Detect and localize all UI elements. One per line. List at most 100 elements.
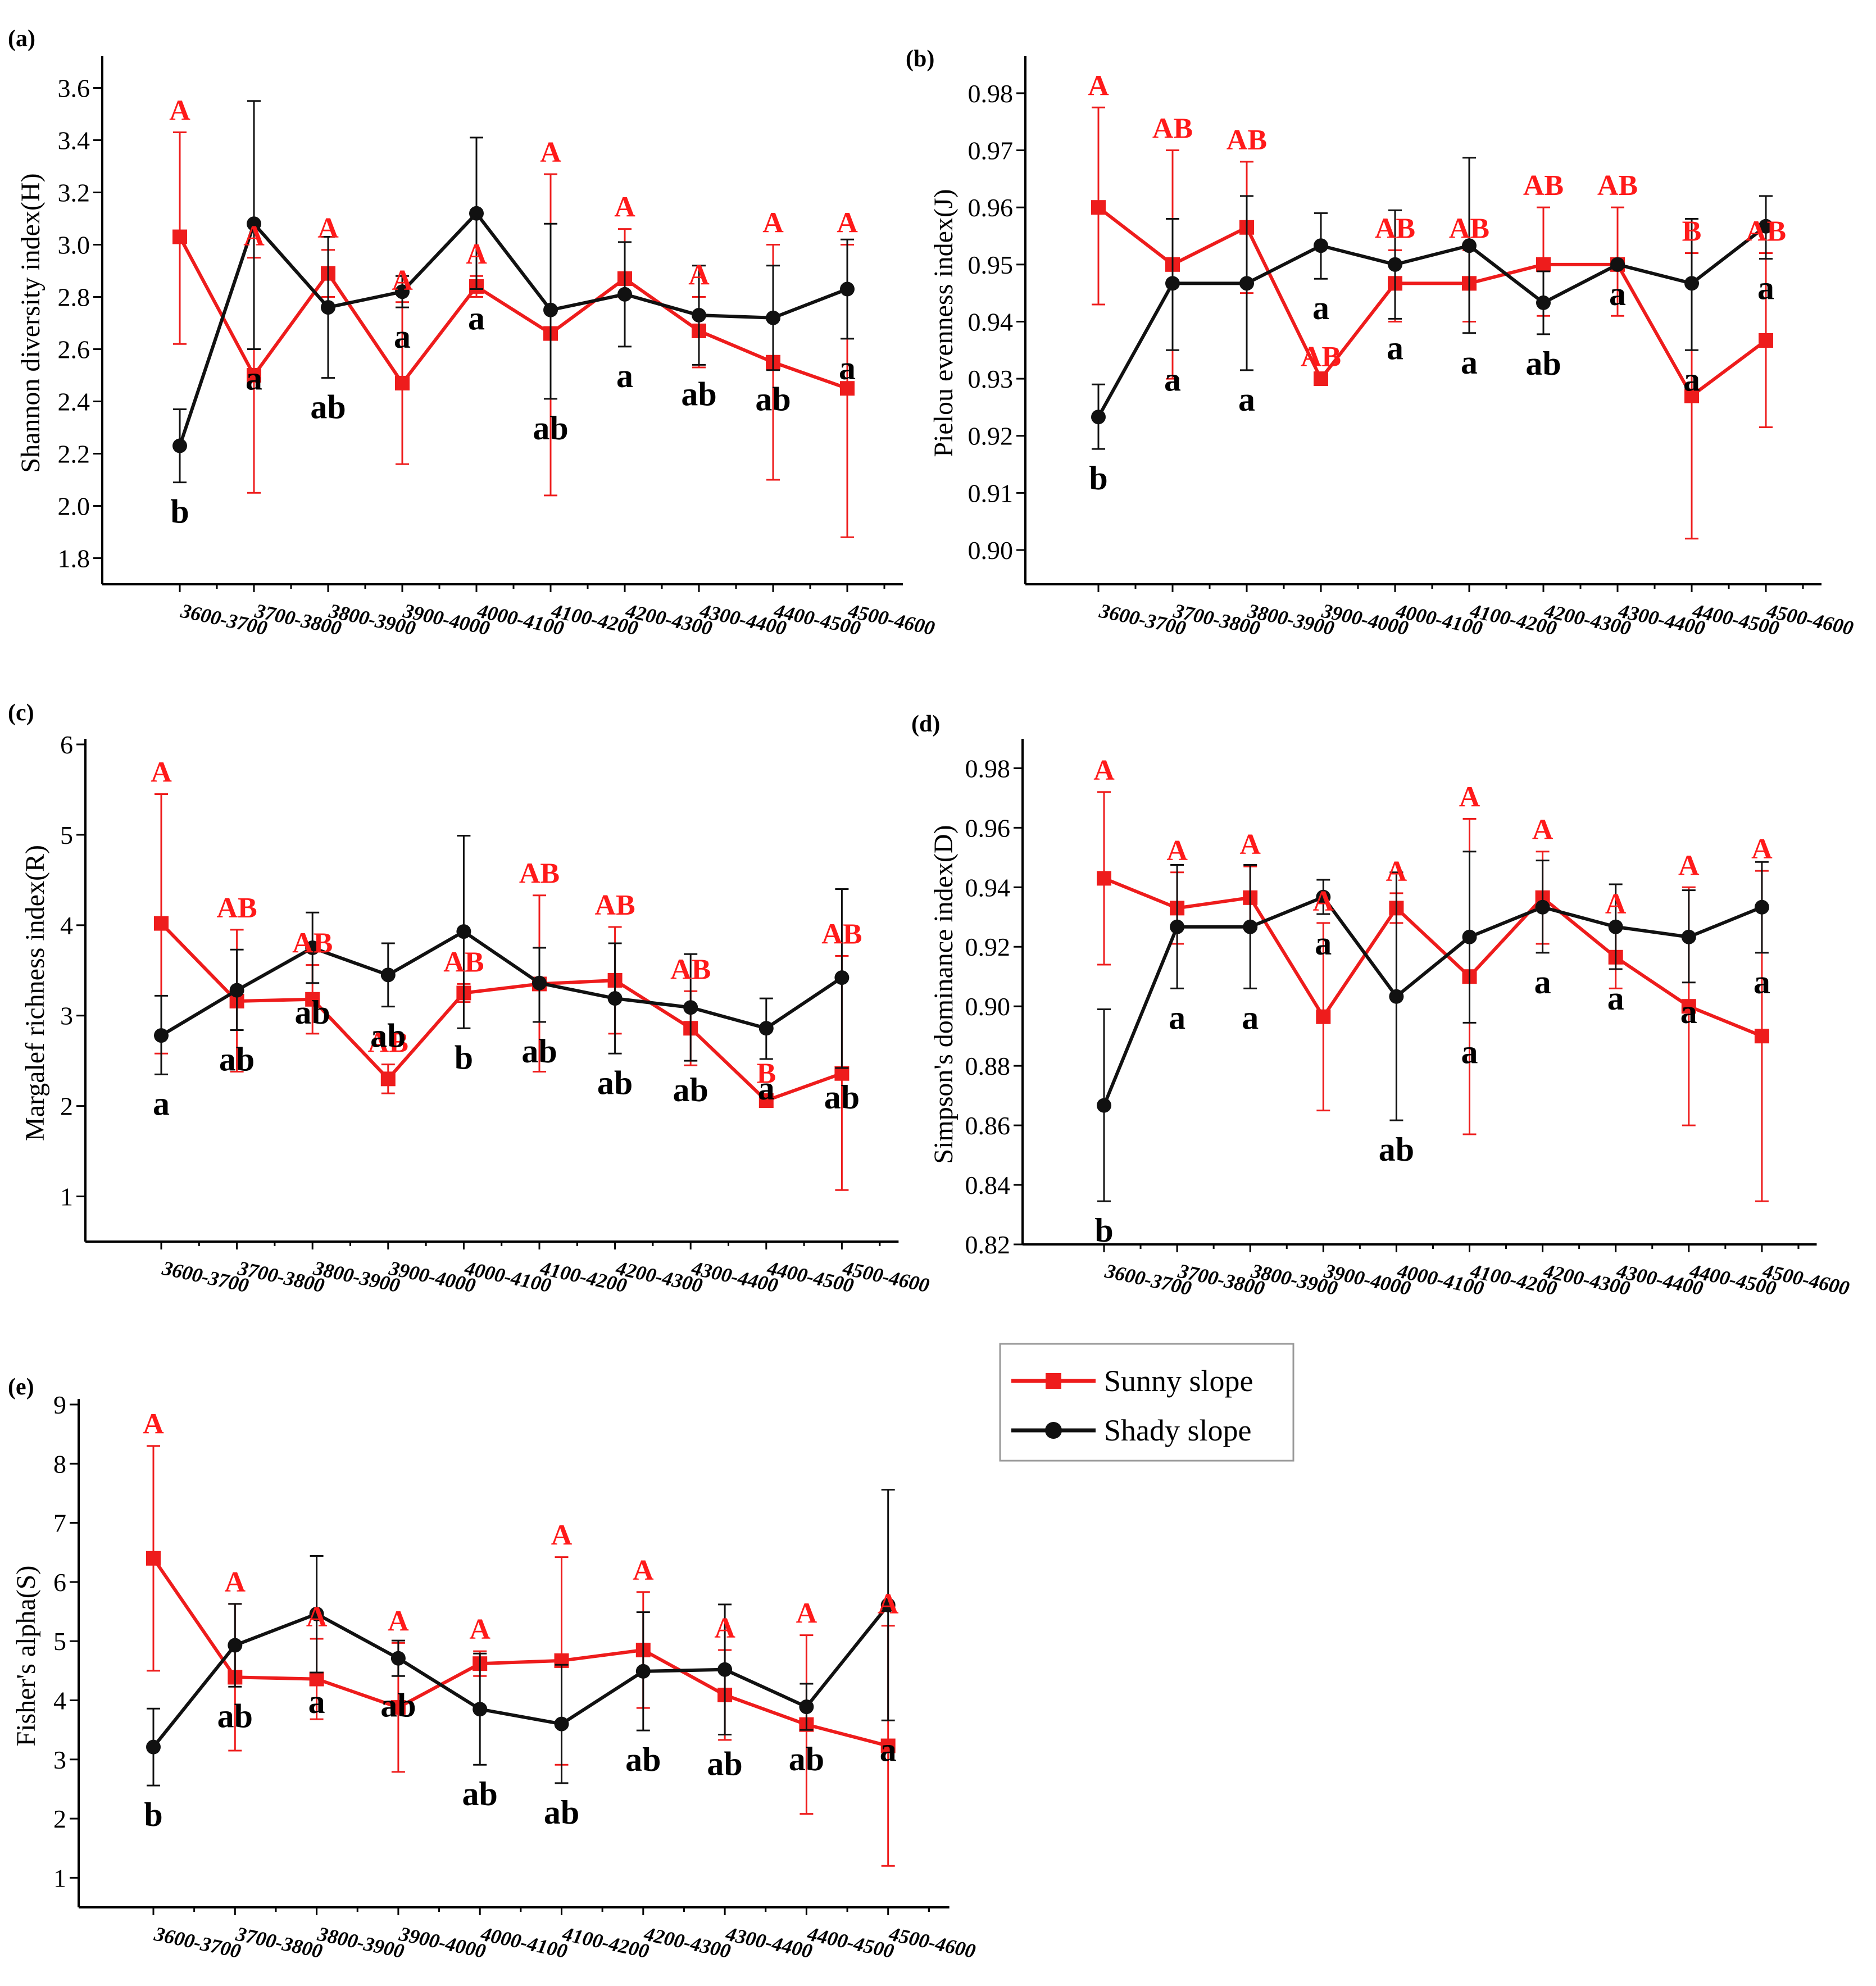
significance-lower: ab (370, 1017, 406, 1055)
significance-lower: a (1461, 344, 1478, 381)
significance-upper: A (1532, 814, 1554, 846)
data-point-circle (1754, 899, 1769, 915)
significance-lower: a (1238, 381, 1255, 418)
significance-lower: a (468, 300, 485, 337)
significance-upper: A (878, 1588, 899, 1620)
y-axis-label: Shannon diversity index(H) (16, 173, 46, 472)
series-line (152, 1557, 889, 1748)
y-tick-label: 3 (53, 1746, 66, 1774)
x-tick-label: 4300-4400 (723, 1922, 814, 1962)
data-point-circle (607, 991, 623, 1006)
series-shady (1097, 851, 1769, 1202)
data-point-circle (717, 1662, 733, 1677)
x-tick-label: 3900-4000 (397, 1922, 488, 1962)
y-tick-label: 5 (60, 821, 73, 849)
y-tick-label: 6 (60, 730, 73, 759)
significance-upper: A (392, 265, 413, 297)
y-tick-label: 5 (53, 1627, 66, 1656)
y-tick-label: 0.82 (965, 1230, 1011, 1259)
y-axis-label: Fisher's alpha(S) (11, 1566, 41, 1747)
data-point-circle (1462, 238, 1477, 253)
y-tick-label: 8 (53, 1449, 66, 1478)
data-point-circle (532, 975, 547, 990)
significance-lower: ab (673, 1071, 708, 1108)
significance-lower: ab (625, 1741, 661, 1778)
data-point-circle (247, 216, 261, 231)
y-axis-label: Pielou evenness index(J) (929, 189, 959, 457)
data-point-circle (758, 1021, 774, 1036)
data-point-circle (1314, 238, 1328, 253)
significance-lower: b (1089, 460, 1107, 497)
significance-upper: AB (1597, 170, 1638, 202)
y-tick-label: 1 (60, 1183, 73, 1211)
x-tick-label: 4500-4600 (846, 599, 937, 639)
data-point-circle (1759, 219, 1773, 234)
significance-lower: a (1461, 1033, 1478, 1070)
significance-lower: ab (789, 1740, 824, 1778)
significance-lower: ab (544, 1794, 579, 1831)
legend-label-shady: Shady slope (1104, 1414, 1252, 1447)
x-tick-label: 4000-4100 (479, 1922, 570, 1962)
y-tick-label: 2.2 (58, 440, 90, 469)
significance-upper: A (225, 1566, 246, 1598)
significance-lower: a (246, 360, 262, 397)
y-tick-label: 0.92 (965, 933, 1011, 961)
y-tick-label: 1.8 (58, 544, 90, 573)
significance-lower: ab (380, 1687, 416, 1724)
significance-upper: AB (670, 953, 711, 985)
data-point-circle (1165, 276, 1180, 291)
data-point-square (154, 916, 169, 931)
significance-lower: ab (755, 381, 791, 418)
significance-upper: A (551, 1520, 573, 1552)
significance-upper: A (466, 238, 487, 270)
y-tick-label: 9 (53, 1390, 66, 1419)
significance-upper: A (762, 207, 784, 239)
significance-lower: a (1534, 964, 1551, 1001)
panel-label: (d) (911, 711, 940, 737)
series-sunny (172, 131, 855, 538)
significance-upper: A (1088, 70, 1109, 102)
series-line (160, 922, 843, 1102)
significance-lower: ab (681, 375, 716, 412)
significance-lower: a (1683, 361, 1700, 398)
significance-lower: ab (707, 1746, 742, 1783)
significance-upper: A (1386, 856, 1407, 888)
y-tick-label: 2.6 (58, 335, 90, 364)
significance-lower: a (1164, 361, 1181, 398)
significance-upper: A (1313, 885, 1334, 917)
y-tick-label: 0.96 (965, 814, 1011, 842)
x-tick-label: 4100-4200 (560, 1922, 651, 1962)
data-point-circle (543, 302, 558, 317)
significance-lower: ab (310, 389, 346, 426)
significance-lower: ab (1525, 345, 1561, 382)
data-point-square (1097, 871, 1111, 886)
data-point-circle (154, 1028, 169, 1043)
data-point-square (1536, 257, 1551, 272)
significance-lower: a (1754, 964, 1770, 1001)
significance-upper: AB (821, 919, 862, 951)
panel-label: (c) (8, 700, 34, 726)
y-tick-label: 0.95 (968, 251, 1014, 279)
data-point-circle (473, 1702, 488, 1717)
y-tick-label: 2 (60, 1092, 73, 1121)
y-tick-label: 2 (53, 1805, 66, 1833)
series-line (178, 211, 848, 447)
significance-lower: a (1312, 289, 1329, 326)
data-point-circle (228, 1638, 243, 1653)
significance-lower: b (144, 1796, 162, 1833)
series-line (1102, 895, 1763, 1106)
data-point-square (380, 1071, 396, 1087)
y-tick-label: 0.98 (965, 754, 1011, 783)
data-point-circle (1389, 989, 1404, 1004)
y-tick-label: 3 (60, 1002, 73, 1030)
panel-label: (a) (8, 26, 35, 52)
data-point-circle (469, 206, 484, 221)
y-tick-label: 3.0 (58, 231, 90, 260)
y-tick-label: 2.0 (58, 492, 90, 521)
y-tick-label: 0.93 (968, 365, 1014, 393)
significance-upper: AB (1301, 341, 1341, 373)
y-tick-label: 0.94 (965, 873, 1011, 902)
significance-upper: AB (1375, 212, 1415, 244)
significance-upper: A (714, 1612, 735, 1644)
data-point-square (880, 1738, 896, 1753)
